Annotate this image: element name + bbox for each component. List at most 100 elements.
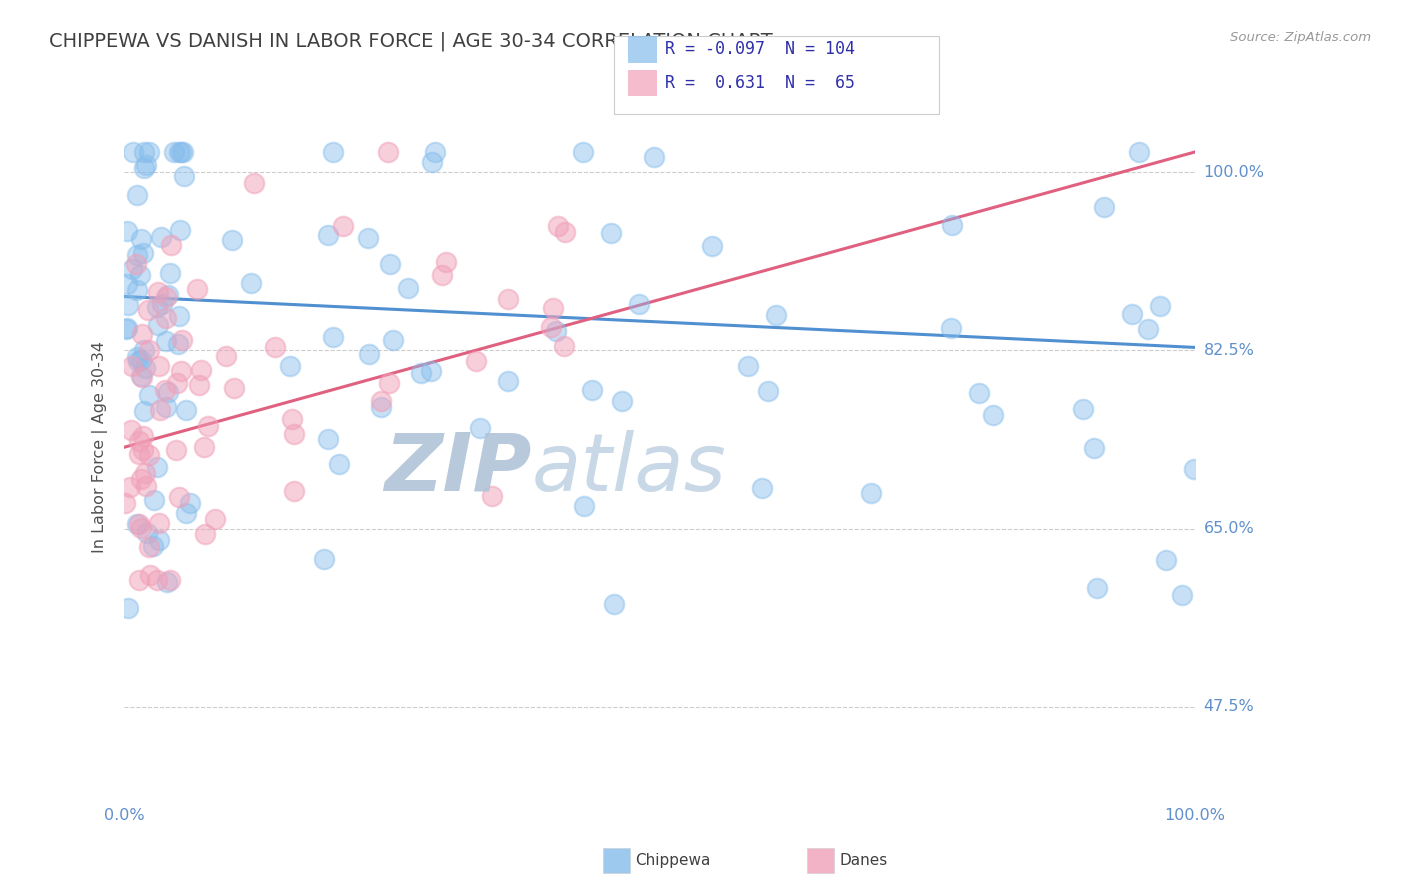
Point xyxy=(153,383,176,397)
Point xyxy=(131,370,153,384)
Point xyxy=(204,512,226,526)
Point xyxy=(612,393,634,408)
Point xyxy=(430,268,453,283)
Point xyxy=(370,401,392,415)
Point xyxy=(129,472,152,486)
Point xyxy=(125,187,148,202)
Point xyxy=(322,145,344,159)
Point xyxy=(224,381,246,395)
Text: ZIP: ZIP xyxy=(384,430,531,508)
Point xyxy=(981,409,1004,423)
Point xyxy=(159,238,181,252)
Point xyxy=(1184,462,1206,476)
Point xyxy=(174,506,197,520)
Point xyxy=(136,302,159,317)
Point xyxy=(138,448,160,462)
Point xyxy=(155,400,177,414)
Point xyxy=(150,297,173,311)
Point xyxy=(377,145,399,159)
Point xyxy=(541,301,564,315)
Point xyxy=(129,268,152,282)
Point xyxy=(143,492,166,507)
Y-axis label: In Labor Force | Age 30-34: In Labor Force | Age 30-34 xyxy=(93,342,108,553)
Point xyxy=(131,327,153,342)
Text: Source: ZipAtlas.com: Source: ZipAtlas.com xyxy=(1230,31,1371,45)
Point xyxy=(628,297,651,311)
Point xyxy=(186,282,208,296)
Point xyxy=(281,411,304,425)
Point xyxy=(434,255,457,269)
Point xyxy=(1170,588,1192,602)
Point xyxy=(187,378,209,392)
Point xyxy=(170,333,193,347)
Point xyxy=(132,161,155,175)
Point xyxy=(169,223,191,237)
Point xyxy=(167,491,190,505)
Point xyxy=(148,533,170,548)
Point xyxy=(316,228,339,243)
Point xyxy=(1149,299,1171,313)
Point xyxy=(221,233,243,247)
Point xyxy=(148,285,170,300)
Point xyxy=(170,145,193,159)
Text: atlas: atlas xyxy=(531,430,725,508)
Point xyxy=(132,442,155,457)
Point xyxy=(148,318,170,333)
Text: 82.5%: 82.5% xyxy=(1204,343,1254,358)
Point xyxy=(121,145,143,159)
Text: Chippewa: Chippewa xyxy=(636,854,711,868)
Point xyxy=(132,404,155,418)
Point xyxy=(1083,441,1105,455)
Point xyxy=(150,230,173,244)
Text: 100.0%: 100.0% xyxy=(1204,165,1264,180)
Point xyxy=(120,423,142,437)
Point xyxy=(125,248,148,262)
Point xyxy=(145,460,167,475)
Point xyxy=(756,384,779,399)
Point xyxy=(127,354,149,368)
Point xyxy=(135,479,157,493)
Point xyxy=(148,359,170,373)
Point xyxy=(127,283,149,297)
Point xyxy=(581,383,603,397)
Point xyxy=(1137,322,1160,336)
Point xyxy=(159,573,181,587)
Point xyxy=(314,552,336,566)
Point xyxy=(139,567,162,582)
Point xyxy=(115,225,138,239)
Point xyxy=(167,337,190,351)
Point xyxy=(423,145,446,159)
Point xyxy=(1092,201,1115,215)
Point xyxy=(359,347,381,361)
Point xyxy=(242,176,264,190)
Point xyxy=(498,292,520,306)
Point xyxy=(322,330,344,344)
Point xyxy=(546,324,568,338)
Point xyxy=(167,145,190,159)
Point xyxy=(860,486,883,500)
Point xyxy=(176,403,198,417)
Point xyxy=(138,343,160,357)
Point xyxy=(197,419,219,434)
Point xyxy=(129,352,152,367)
Point xyxy=(125,517,148,532)
Point xyxy=(170,364,193,378)
Point xyxy=(553,339,575,353)
Point xyxy=(125,350,148,364)
Point xyxy=(481,489,503,503)
Point xyxy=(1071,402,1094,417)
Point xyxy=(132,245,155,260)
Point xyxy=(496,374,519,388)
Point xyxy=(155,311,177,326)
Point xyxy=(149,402,172,417)
Point xyxy=(283,484,305,499)
Point xyxy=(179,496,201,510)
Point xyxy=(163,145,186,159)
Point xyxy=(118,480,141,494)
Point xyxy=(156,384,179,399)
Text: 65.0%: 65.0% xyxy=(1204,521,1254,536)
Point xyxy=(193,440,215,454)
Point xyxy=(941,219,963,233)
Point xyxy=(172,145,194,159)
Point xyxy=(157,288,180,302)
